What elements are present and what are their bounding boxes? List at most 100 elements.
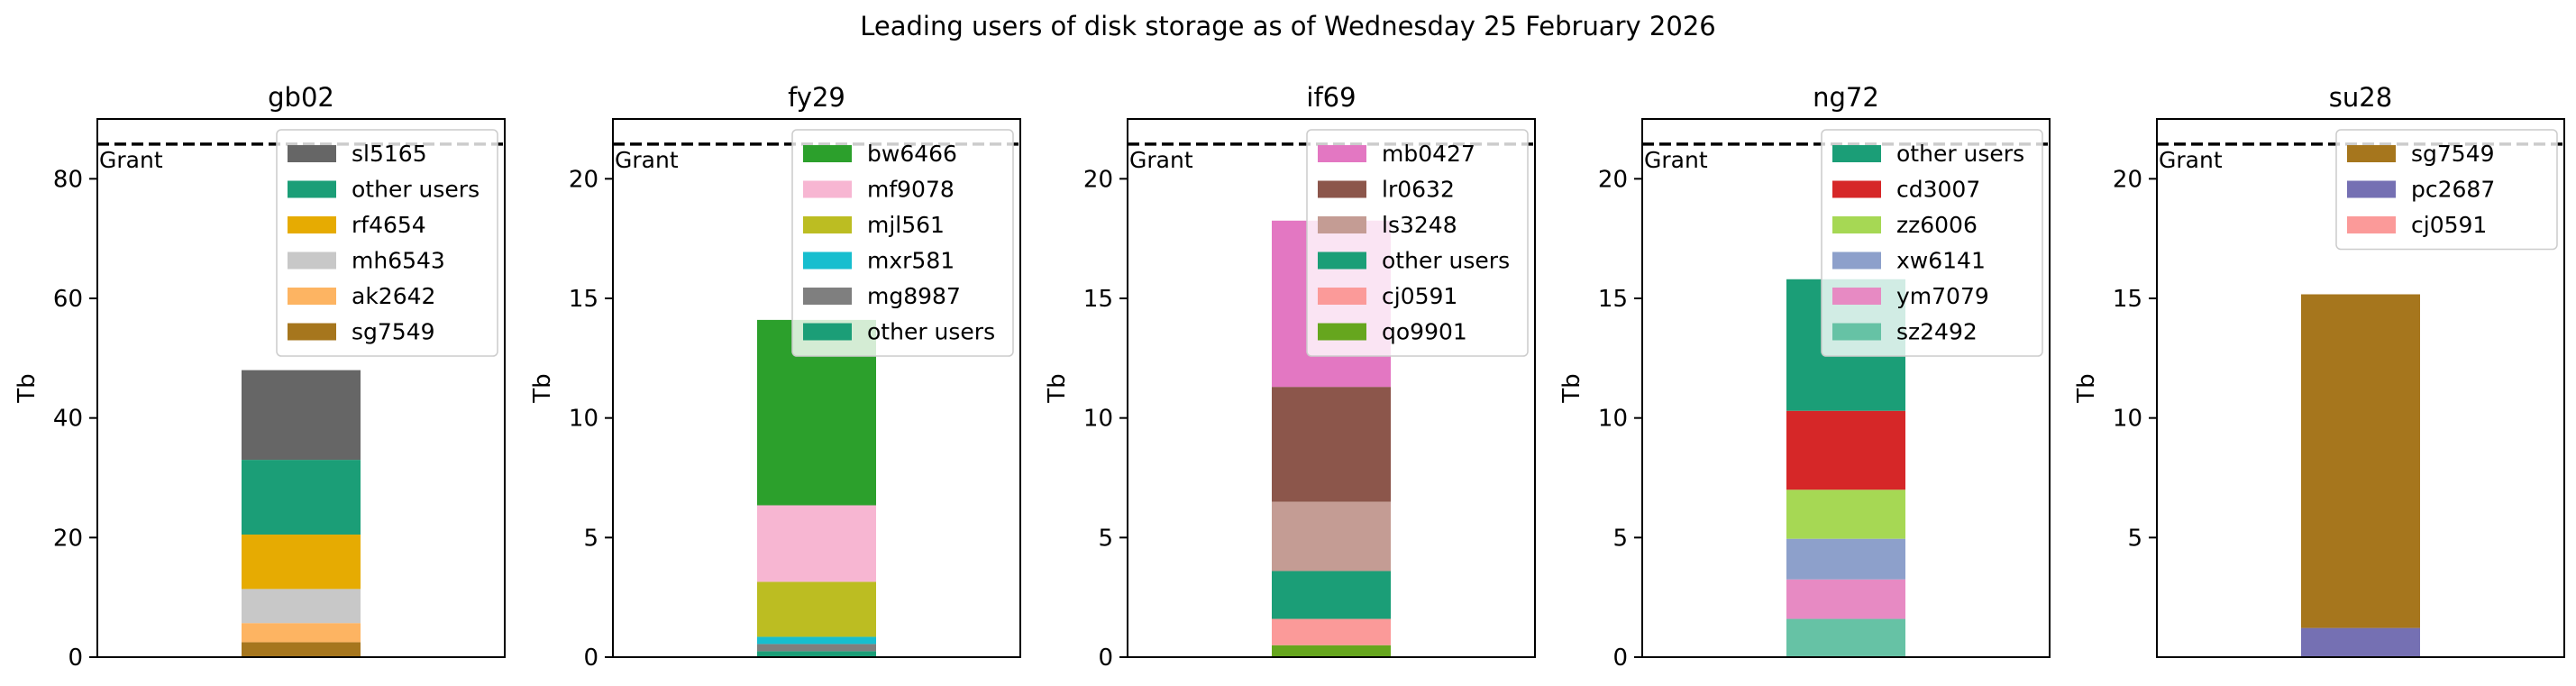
legend-entry: cd3007 (1896, 177, 1980, 203)
bar-segment-mjl561 (757, 581, 876, 637)
legend-swatch (2347, 180, 2396, 198)
legend-entry: pc2687 (2411, 177, 2495, 203)
legend-entry: mjl561 (867, 212, 945, 238)
legend-swatch (288, 216, 336, 233)
legend-entry: mxr581 (867, 248, 955, 274)
bar-segment-ls3248 (1272, 501, 1391, 572)
legend-swatch (2347, 145, 2396, 162)
legend-swatch (288, 145, 336, 162)
y-tick-label: 15 (569, 286, 598, 313)
y-tick-label: 5 (1098, 525, 1113, 552)
legend-swatch (1832, 216, 1881, 233)
bar-segment-mf9078 (757, 505, 876, 582)
bar-segment-ym7079 (1786, 579, 1905, 619)
legend-swatch (803, 252, 852, 270)
legend-swatch (2347, 216, 2396, 233)
y-axis-label: Tb (529, 373, 556, 403)
legend-entry: qo9901 (1382, 319, 1467, 345)
legend-entry: other users (1382, 248, 1510, 274)
y-tick-label: 0 (1098, 645, 1113, 672)
y-tick-label: 5 (1612, 525, 1628, 552)
legend-swatch (803, 323, 852, 341)
y-axis-label: Tb (1558, 373, 1585, 403)
legend-entry: sz2492 (1896, 319, 1978, 345)
legend-entry: sl5165 (352, 141, 427, 167)
panel-title: su28 (2329, 82, 2392, 113)
y-axis-label: Tb (14, 373, 41, 403)
y-tick-label: 15 (1083, 286, 1113, 313)
bar-segment-zz6006 (1786, 489, 1905, 539)
y-axis-label: Tb (1044, 373, 1071, 403)
legend-entry: cj0591 (2411, 212, 2487, 238)
figure-title: Leading users of disk storage as of Wedn… (860, 11, 1716, 41)
y-tick-label: 5 (2127, 525, 2142, 552)
bar-segment-sz2492 (1786, 618, 1905, 657)
panel-title: fy29 (788, 82, 845, 113)
y-tick-label: 40 (53, 406, 83, 433)
bar-segment-mxr581 (757, 636, 876, 645)
legend-entry: mh6543 (352, 248, 445, 274)
plot-frame (1127, 118, 1536, 658)
bar-segment-pc2687 (2301, 627, 2420, 657)
legend-entry: mb0427 (1382, 141, 1475, 167)
panel-title: gb02 (268, 82, 334, 113)
bar-segment-cd3007 (1786, 410, 1905, 490)
y-tick-label: 15 (1598, 286, 1628, 313)
legend-entry: other users (1896, 141, 2024, 167)
legend-swatch (803, 216, 852, 233)
legend-entry: sg7549 (2411, 141, 2495, 167)
legend-swatch (803, 288, 852, 305)
legend-swatch (1318, 145, 1366, 162)
y-tick-label: 10 (1598, 406, 1628, 433)
bar-segment-other-users (242, 460, 361, 535)
y-tick-label: 20 (569, 166, 598, 193)
legend-swatch (1318, 288, 1366, 305)
legend-swatch (1832, 180, 1881, 198)
panel-title: if69 (1306, 82, 1356, 113)
plot-frame (2156, 118, 2565, 658)
legend-entry: cj0591 (1382, 283, 1457, 309)
legend-swatch (1832, 145, 1881, 162)
y-tick-label: 0 (583, 645, 598, 672)
legend-entry: bw6466 (867, 141, 957, 167)
legend-swatch (1832, 323, 1881, 341)
legend-swatch (1318, 252, 1366, 270)
bar-segment-mg8987 (757, 644, 876, 652)
bar-segment-rf4654 (242, 535, 361, 590)
y-tick-label: 5 (583, 525, 598, 552)
legend-swatch (803, 145, 852, 162)
legend-swatch (1318, 216, 1366, 233)
grant-label: Grant (99, 147, 163, 173)
y-tick-label: 60 (53, 286, 83, 313)
y-tick-label: 10 (2113, 406, 2142, 433)
bar-segment-xw6141 (1786, 538, 1905, 580)
legend-entry: zz6006 (1896, 212, 1978, 238)
grant-label: Grant (1644, 147, 1708, 173)
legend-swatch (1832, 288, 1881, 305)
plot-frame (96, 118, 506, 658)
y-tick-label: 20 (2113, 166, 2142, 193)
bar-segment-sl5165 (242, 370, 361, 461)
bar-segment-cj0591 (1272, 618, 1391, 645)
y-tick-label: 0 (68, 645, 83, 672)
grant-label: Grant (615, 147, 679, 173)
legend-swatch (288, 180, 336, 198)
y-tick-label: 20 (1598, 166, 1628, 193)
legend-entry: ls3248 (1382, 212, 1457, 238)
grant-label: Grant (1129, 147, 1193, 173)
y-tick-label: 10 (569, 406, 598, 433)
y-tick-label: 20 (53, 525, 83, 552)
bar-segment-sg7549 (2301, 294, 2420, 628)
legend-swatch (288, 252, 336, 270)
y-tick-label: 80 (53, 166, 83, 193)
bar-segment-other-users (757, 651, 876, 657)
legend-entry: ym7079 (1896, 283, 1989, 309)
legend-swatch (803, 180, 852, 198)
legend-entry: mg8987 (867, 283, 961, 309)
legend-entry: sg7549 (352, 319, 435, 345)
y-tick-label: 20 (1083, 166, 1113, 193)
legend-swatch (1318, 323, 1366, 341)
legend-entry: mf9078 (867, 177, 955, 203)
legend-entry: ak2642 (352, 283, 435, 309)
y-axis-label: Tb (2073, 373, 2100, 403)
